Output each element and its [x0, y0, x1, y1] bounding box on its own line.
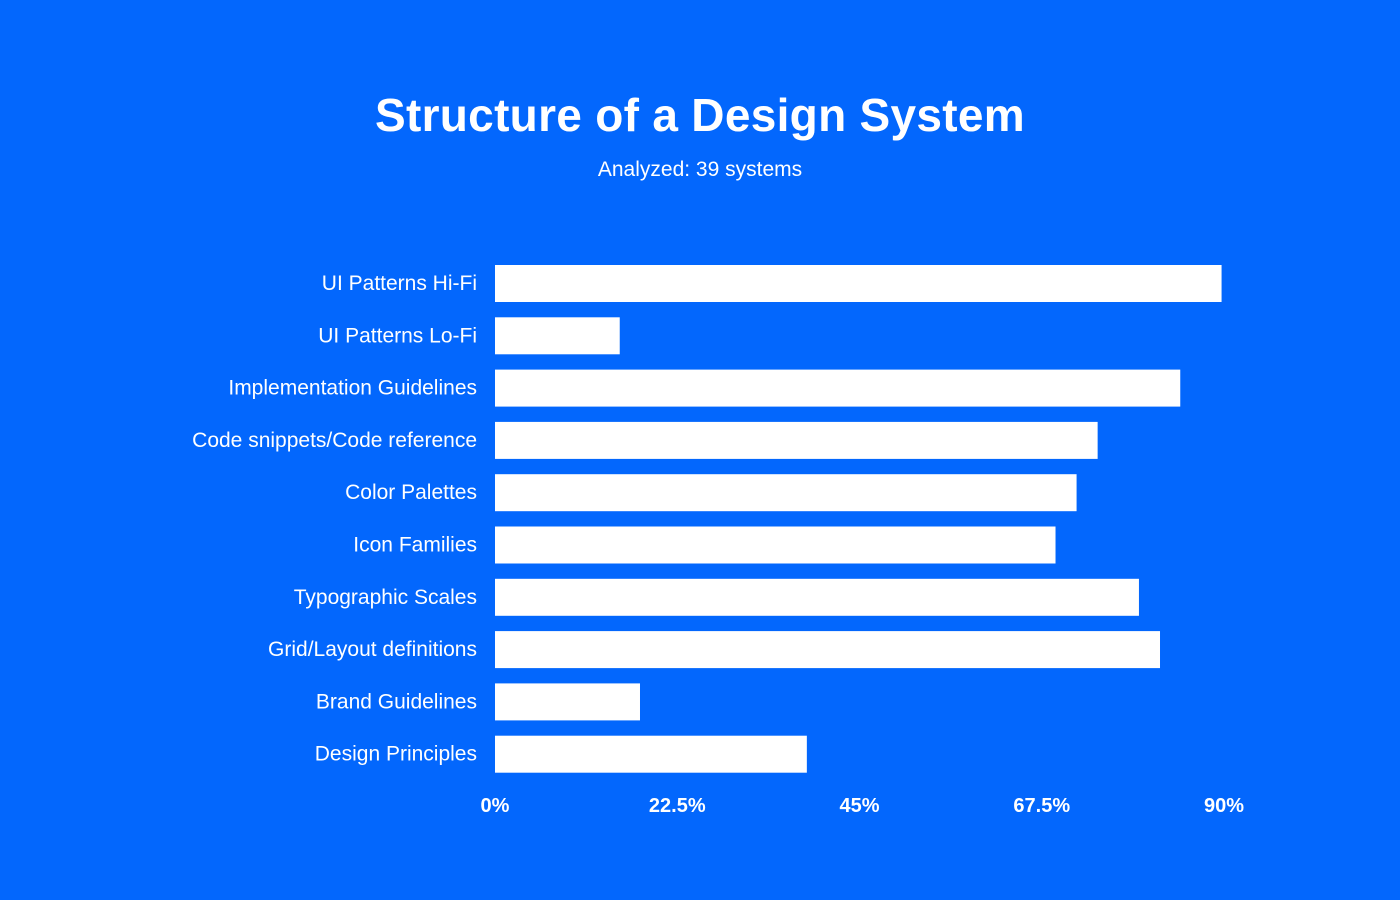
- x-tick-label: 0%: [481, 795, 510, 817]
- bar[interactable]: [495, 735, 807, 773]
- x-tick-label: 90%: [1204, 795, 1244, 817]
- category-label: Design Principles: [315, 743, 477, 766]
- category-label: Grid/Layout definitions: [268, 638, 477, 661]
- x-tick-label: 22.5%: [649, 795, 706, 817]
- category-label: Icon Families: [353, 534, 477, 557]
- category-label: UI Patterns Lo-Fi: [318, 324, 477, 347]
- category-labels: UI Patterns Hi-Fi UI Patterns Lo-Fi Implem…: [192, 272, 477, 766]
- category-label: Color Palettes: [345, 481, 477, 504]
- bar[interactable]: [495, 526, 1056, 564]
- bar[interactable]: [495, 265, 1222, 302]
- x-tick-label: 67.5%: [1013, 795, 1070, 817]
- bar[interactable]: [495, 317, 620, 355]
- bar[interactable]: [495, 683, 640, 721]
- bar[interactable]: [495, 578, 1139, 616]
- category-label: Implementation Guidelines: [228, 377, 477, 400]
- bar[interactable]: [495, 421, 1098, 459]
- category-label: Brand Guidelines: [316, 690, 477, 713]
- bar[interactable]: [495, 474, 1077, 512]
- category-label: UI Patterns Hi-Fi: [322, 272, 477, 295]
- x-axis-ticks: 0% 22.5% 45% 67.5% 90%: [481, 795, 1245, 817]
- chart-title: Structure of a Design System: [374, 89, 1026, 141]
- category-label: Code snippets/Code reference: [192, 429, 477, 452]
- x-tick-label: 45%: [839, 795, 879, 817]
- category-label: Typographic Scales: [294, 586, 477, 609]
- chart-subtitle: Analyzed: 39 systems: [597, 158, 803, 181]
- bar[interactable]: [495, 631, 1161, 669]
- bar[interactable]: [495, 369, 1181, 407]
- bars: [495, 265, 1222, 773]
